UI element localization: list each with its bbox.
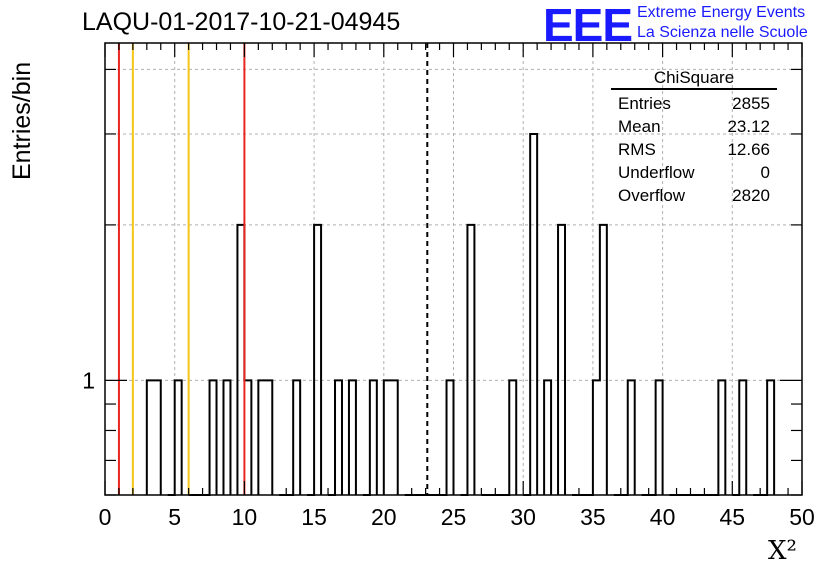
x-tick-label: 35 xyxy=(580,504,606,530)
stats-row: RMS 12.66 xyxy=(611,138,777,161)
histogram-bin xyxy=(391,380,398,495)
histogram-bin xyxy=(335,380,342,495)
x-tick-label: 25 xyxy=(441,504,467,530)
histogram-bin xyxy=(600,225,607,495)
stats-row: Entries 2855 xyxy=(611,92,777,115)
y-axis-label: Entries/bin xyxy=(8,61,36,180)
histogram-bin xyxy=(656,380,663,495)
histogram-bin xyxy=(718,380,725,495)
stats-label: Mean xyxy=(618,117,661,136)
x-tick-label: 50 xyxy=(789,504,815,530)
histogram-bin xyxy=(349,380,356,495)
logo-line-2: La Scienza nelle Scuole xyxy=(637,24,808,41)
histogram-bin xyxy=(237,225,244,495)
x-tick-label: 20 xyxy=(371,504,397,530)
logo-line-1: Extreme Energy Events xyxy=(637,4,806,21)
histogram-bin xyxy=(258,380,265,495)
histogram-bin xyxy=(314,225,321,495)
marker-lines xyxy=(117,43,429,495)
histogram-bin xyxy=(223,380,230,495)
stats-label: Underflow xyxy=(618,163,695,182)
x-tick-label: 0 xyxy=(99,504,112,530)
stats-row: Overflow 2820 xyxy=(611,184,777,207)
stats-row: Mean 23.12 xyxy=(611,115,777,138)
stats-value: 2855 xyxy=(732,94,770,113)
histogram-bin xyxy=(370,380,377,495)
stats-box: ChiSquare Entries 2855 Mean 23.12 RMS 12.66… xyxy=(611,68,777,207)
stats-value: 23.12 xyxy=(727,117,770,136)
histogram-bin xyxy=(384,380,391,495)
histogram-bin xyxy=(147,380,154,495)
stats-value: 2820 xyxy=(732,186,770,205)
histogram-bin xyxy=(530,134,537,495)
x-axis-label: X² xyxy=(768,536,797,566)
stats-title: ChiSquare xyxy=(611,68,777,90)
stats-label: RMS xyxy=(618,140,656,159)
histogram-bin xyxy=(265,380,272,495)
stats-value: 0 xyxy=(760,163,770,182)
x-tick-label: 10 xyxy=(232,504,258,530)
histogram-bin xyxy=(154,380,161,495)
histogram-bin xyxy=(558,225,565,495)
histogram-bin xyxy=(210,380,217,495)
stats-label: Entries xyxy=(618,94,671,113)
stats-label: Overflow xyxy=(618,186,686,205)
histogram-bin xyxy=(447,380,454,495)
logo-text: Extreme Energy Events La Scienza nelle S… xyxy=(637,3,808,43)
histogram-bin xyxy=(293,380,300,495)
eee-logo: EEE xyxy=(543,0,633,51)
x-tick-label: 30 xyxy=(510,504,536,530)
x-tick-label: 5 xyxy=(168,504,181,530)
stats-value: 12.66 xyxy=(727,140,770,159)
histogram-bin xyxy=(175,380,182,495)
x-tick-label: 40 xyxy=(650,504,676,530)
x-tick-label: 45 xyxy=(720,504,746,530)
stats-row: Underflow 0 xyxy=(611,161,777,184)
y-tick-label: 1 xyxy=(82,367,95,393)
axes: 0 5 10 15 20 25 30 35 40 45 50 1 xyxy=(82,42,815,530)
histogram-bin xyxy=(628,380,635,495)
chart-title: LAQU-01-2017-10-21-04945 xyxy=(82,8,401,36)
histogram-bin xyxy=(767,380,774,495)
histogram-bin xyxy=(467,225,474,495)
histogram-bin xyxy=(509,380,516,495)
histogram-bin xyxy=(244,380,251,495)
histogram-bin xyxy=(544,380,551,495)
histogram-bin xyxy=(739,380,746,495)
x-tick-label: 15 xyxy=(301,504,327,530)
histogram-bin xyxy=(593,380,600,495)
